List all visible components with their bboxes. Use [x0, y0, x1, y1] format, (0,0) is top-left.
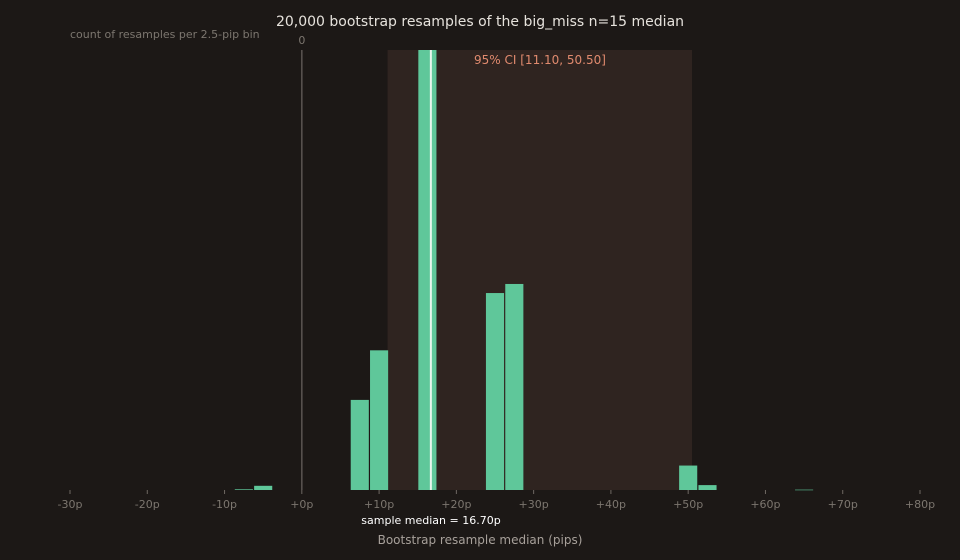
- ci-label: 95% CI [11.10, 50.50]: [474, 53, 606, 67]
- histogram-bar: [234, 489, 253, 490]
- chart-title: 20,000 bootstrap resamples of the big_mi…: [276, 14, 684, 30]
- x-tick-label: +10p: [364, 498, 394, 511]
- histogram-bar: [254, 485, 273, 490]
- x-tick-label: -30p: [58, 498, 83, 511]
- x-tick-label: +20p: [441, 498, 471, 511]
- ci-band-layer: [387, 50, 693, 490]
- histogram-bar: [679, 465, 698, 490]
- x-tick-label: +80p: [905, 498, 935, 511]
- x-tick-label: +40p: [596, 498, 626, 511]
- x-tick-label: -20p: [135, 498, 160, 511]
- histogram-bar: [698, 485, 717, 490]
- x-axis-label: Bootstrap resample median (pips): [378, 533, 583, 547]
- x-tick-label: +0p: [290, 498, 313, 511]
- median-label: sample median = 16.70p: [361, 514, 500, 527]
- histogram-bar: [370, 350, 389, 490]
- histogram-bar: [485, 293, 505, 490]
- x-tick-label: +30p: [519, 498, 549, 511]
- y-tick-label-zero: 0: [298, 34, 305, 47]
- y-axis-label: count of resamples per 2.5-pip bin: [70, 28, 260, 41]
- histogram-bar: [505, 283, 524, 490]
- x-tick-label: +50p: [673, 498, 703, 511]
- histogram-bar: [795, 489, 814, 491]
- x-tick-label: +60p: [750, 498, 780, 511]
- ci-band: [387, 50, 693, 490]
- x-tick-label: +70p: [828, 498, 858, 511]
- x-axis: -30p -20p -10p +0p +10p +20p +30p +40p +50p +60p +…: [58, 490, 935, 511]
- bars-layer: [234, 50, 814, 491]
- x-tick-label: -10p: [212, 498, 237, 511]
- histogram-bar: [418, 50, 437, 490]
- histogram-bar: [350, 399, 369, 490]
